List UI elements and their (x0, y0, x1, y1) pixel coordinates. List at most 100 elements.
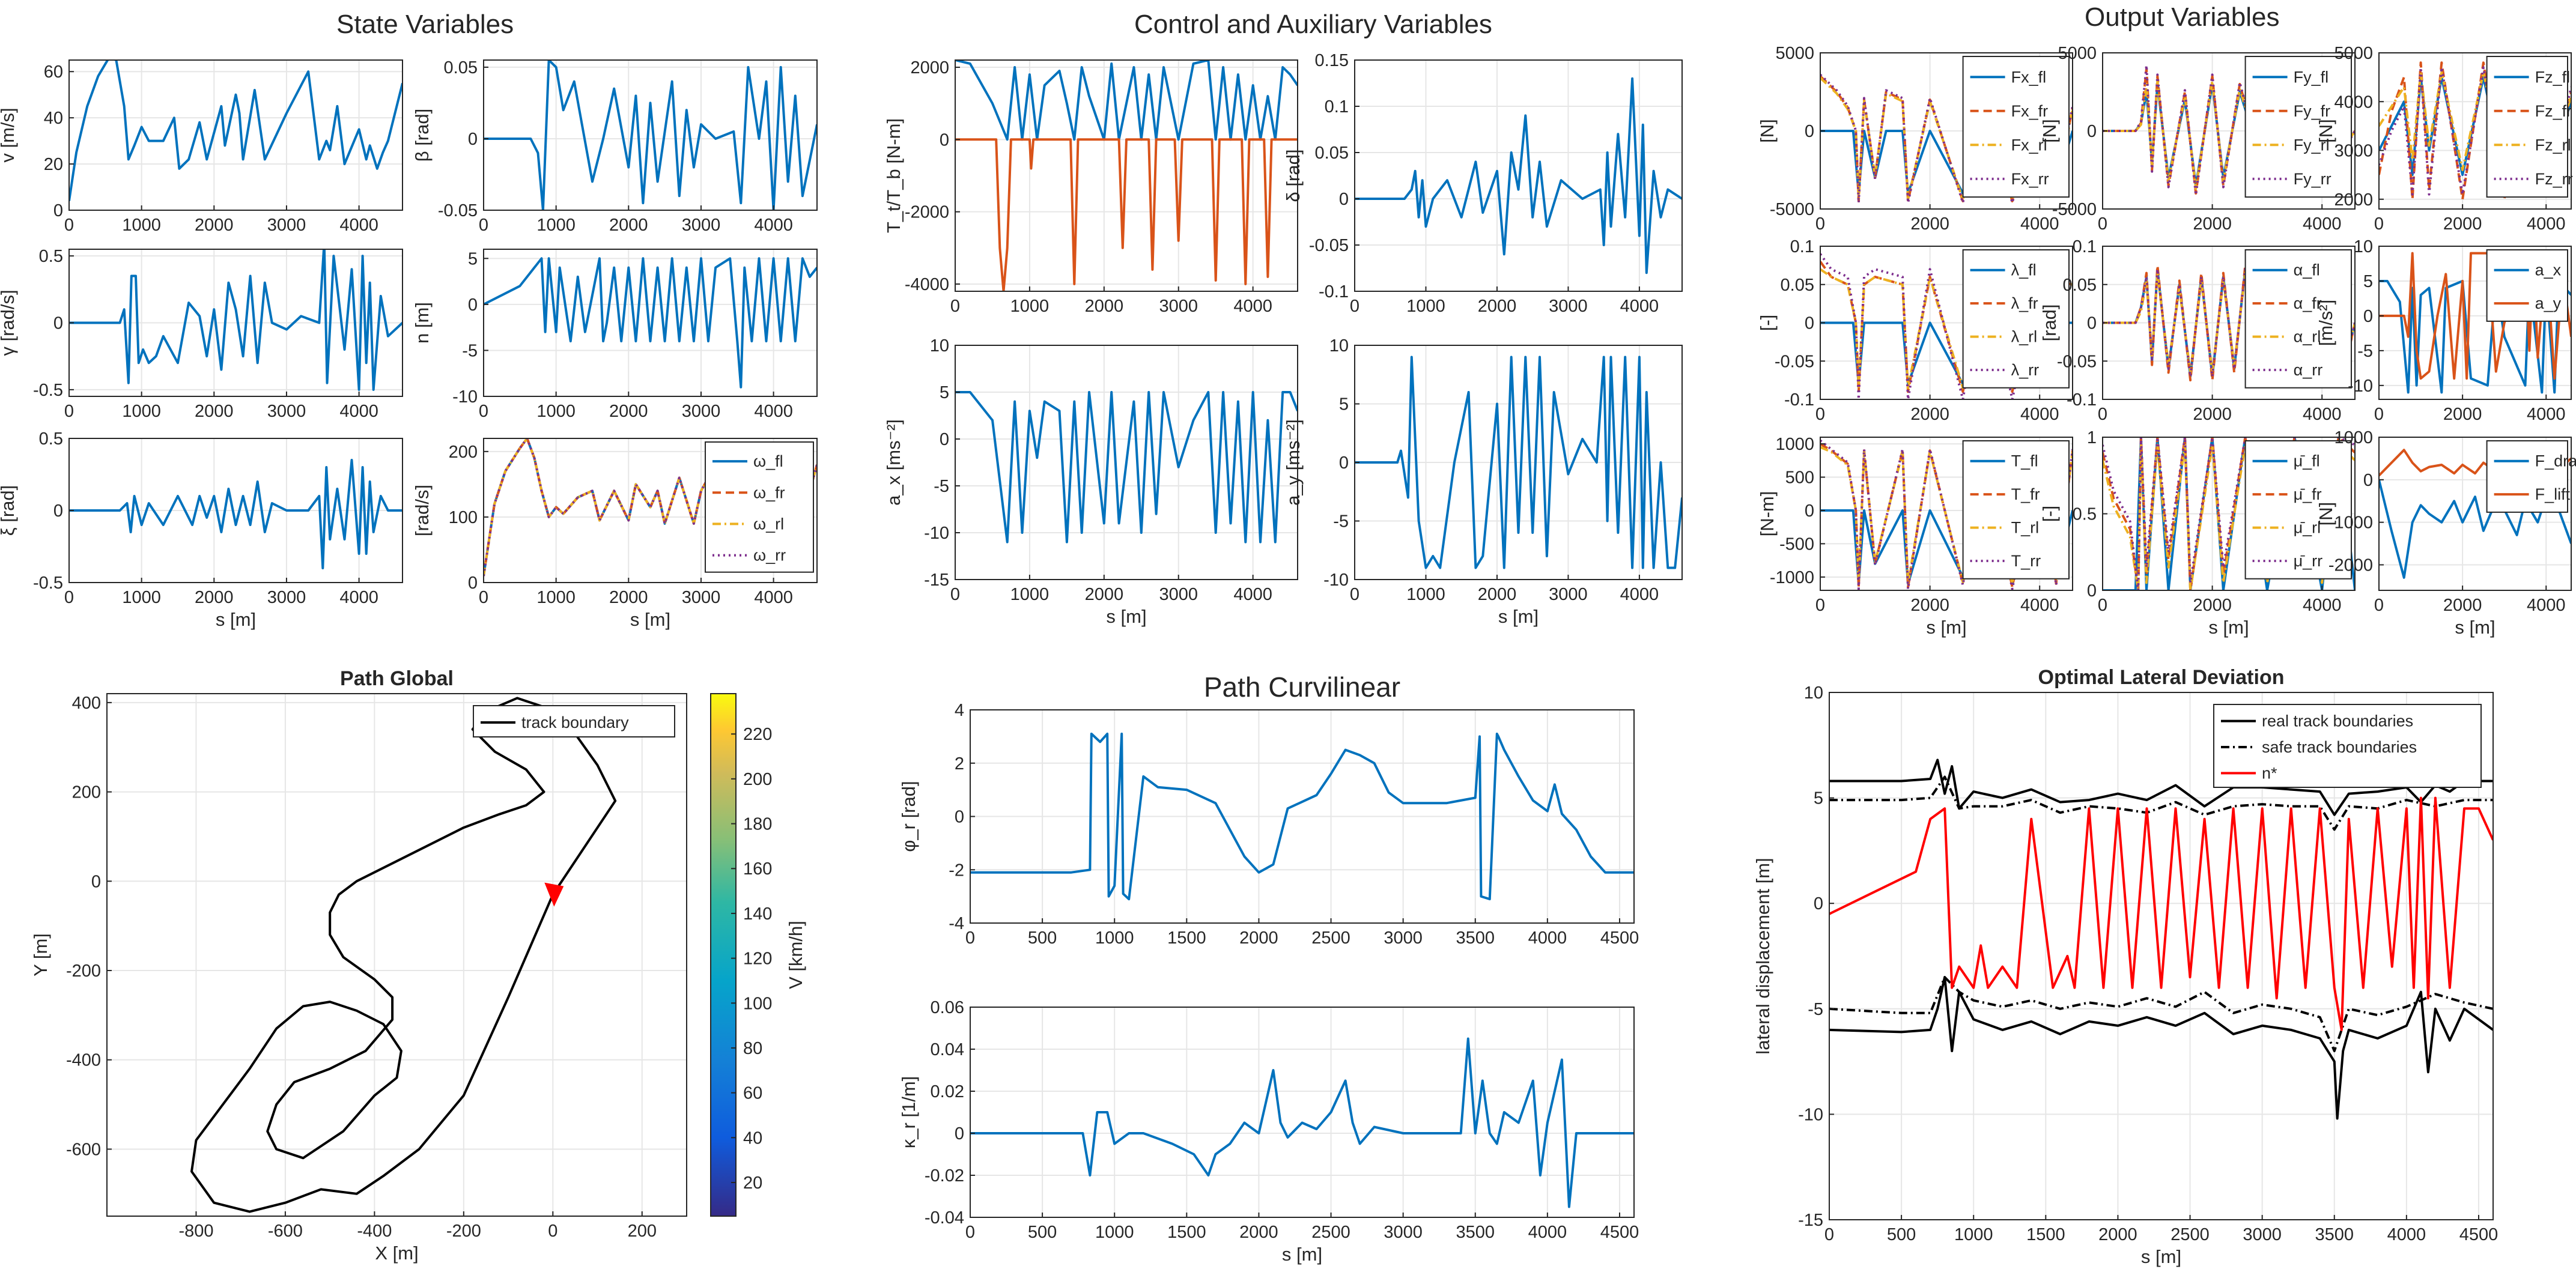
x-tick-label: 2000 (609, 402, 648, 421)
axes-box (2378, 246, 2572, 400)
legend: F_drag F_lift (2486, 440, 2576, 513)
y-tick-label: -1000 (1770, 568, 1814, 587)
legend-label: ω_fl (753, 452, 783, 470)
colorbar-tick-label: 120 (743, 949, 772, 969)
y-axis-label: β [rad] (412, 109, 433, 162)
x-tick-label: 2500 (1311, 928, 1350, 948)
y-tick-label: -600 (66, 1140, 101, 1159)
legend-label: λ_fr (2011, 294, 2038, 312)
x-tick-label: 4000 (339, 216, 378, 235)
x-tick-label: 1000 (1095, 928, 1134, 948)
x-tick-label: 2000 (1239, 928, 1278, 948)
x-tick-label: 0 (950, 297, 960, 316)
chart-Fz: 0 2000 40002000300040005000[N]Fz_flFz_frFz… (2315, 44, 2573, 234)
y-tick-label: -4 (949, 914, 964, 933)
axes-box (483, 438, 818, 583)
x-tick-label: 0 (1824, 1225, 1834, 1244)
x-tick-label: 2000 (1085, 585, 1124, 604)
legend-label: T_fl (2011, 452, 2038, 470)
x-axis-label: X [m] (375, 1243, 418, 1264)
chart-lateral: 0 500 1000 1500 2000 2500 3000 3500 4000 4500 -15 -… (1752, 666, 2498, 1267)
series-real track boundaries (lower) (1829, 976, 2493, 1120)
y-tick-label: 0.05 (1781, 276, 1814, 295)
colorbar-tick-label: 80 (743, 1039, 762, 1058)
x-tick-label: 2000 (1910, 596, 1949, 615)
y-tick-label: 0 (1805, 314, 1814, 333)
y-tick-label: 40 (44, 109, 63, 128)
y-tick-label: 0.05 (2063, 276, 2097, 295)
y-tick-label: -10 (1798, 1105, 1823, 1124)
x-tick-label: 0 (64, 402, 74, 421)
y-tick-label: 0.15 (1315, 51, 1349, 70)
y-tick-label: -15 (1798, 1211, 1823, 1230)
x-tick-label: 3000 (267, 402, 306, 421)
y-tick-label: 0 (53, 201, 63, 220)
x-tick-label: 2000 (1478, 297, 1517, 316)
x-tick-label: 3000 (1159, 585, 1198, 604)
legend-label: n* (2262, 764, 2277, 782)
y-tick-label: 0 (955, 808, 964, 827)
x-tick-label: 4500 (1600, 1223, 1639, 1242)
y-tick-label: 0 (2087, 314, 2097, 333)
x-tick-label: -400 (357, 1222, 392, 1241)
x-tick-label: 1000 (536, 216, 576, 235)
series-track boundary (190, 697, 617, 1213)
x-tick-label: 1500 (1167, 1223, 1206, 1242)
colorbar-tick-label: 100 (743, 994, 772, 1013)
legend: μ̄_fl μ̄_fr μ̄_rl μ̄_rr (2244, 440, 2353, 580)
chart-path_global: -800 -600 -400 -200 0 200 -600 -400 -200 0 200 400 X… (30, 667, 806, 1264)
y-tick-label: 0.05 (444, 58, 478, 77)
x-tick-label: 3500 (2315, 1225, 2354, 1244)
y-tick-label: 0 (2363, 307, 2373, 326)
y-tick-label: 0 (1339, 453, 1349, 473)
legend-label: α_rl (2294, 328, 2321, 346)
y-axis-label: [N] (2315, 119, 2336, 143)
x-tick-label: 3000 (682, 216, 721, 235)
y-tick-label: -0.05 (1309, 236, 1349, 255)
y-tick-label: 10 (930, 336, 949, 356)
x-tick-label: 2000 (609, 588, 648, 607)
y-axis-label: n [m] (412, 302, 433, 344)
y-axis-label: lateral displacement [m] (1752, 858, 1773, 1054)
x-tick-label: 1000 (1010, 297, 1050, 316)
y-tick-label: 0 (940, 130, 949, 150)
y-axis-label: [-] (2039, 506, 2060, 522)
x-tick-label: 4000 (2303, 405, 2342, 424)
axes-box (1829, 692, 2494, 1220)
y-tick-label: 0 (91, 872, 101, 891)
y-tick-label: -2000 (2328, 556, 2373, 575)
chart-ay: 0 1000 2000 3000 4000 -10 -5 0 5 10 s [m] a_y [ms⁻²… (1283, 336, 1683, 627)
x-tick-label: 0 (479, 216, 488, 235)
y-tick-label: -0.1 (1319, 282, 1349, 301)
colorbar-tick-label: 60 (743, 1084, 762, 1103)
legend-label: Fy_rr (2294, 170, 2331, 188)
y-tick-label: 5 (2363, 272, 2373, 291)
x-tick-label: 3000 (267, 588, 306, 607)
x-tick-label: -800 (178, 1222, 213, 1241)
x-tick-label: 0 (1815, 214, 1825, 234)
x-axis-label: s [m] (630, 609, 670, 630)
y-tick-label: 0 (955, 1124, 964, 1143)
axes-box (106, 693, 687, 1217)
x-tick-label: 3500 (1456, 1223, 1495, 1242)
y-axis-label: [rad/s] (412, 485, 433, 536)
x-tick-label: 0 (2098, 405, 2107, 424)
legend-box (2244, 440, 2353, 580)
legend-label: α_fl (2294, 261, 2320, 279)
y-tick-label: 0.04 (931, 1040, 964, 1059)
series-n (484, 257, 817, 389)
y-tick-label: 10 (1804, 683, 1823, 703)
x-tick-label: 2000 (195, 588, 234, 607)
colorbar-label: V [km/h] (785, 921, 806, 989)
x-tick-label: 2000 (1910, 214, 1949, 234)
x-tick-label: -600 (268, 1222, 303, 1241)
legend-label: ω_fr (753, 483, 785, 501)
y-tick-label: 0.06 (931, 998, 964, 1017)
x-tick-label: 2500 (1311, 1223, 1350, 1242)
y-axis-label: T_t/T_b [N-m] (883, 118, 904, 233)
legend: ω_fl ω_fr ω_rl ω_rr (705, 441, 814, 573)
y-tick-label: -0.5 (33, 381, 63, 400)
legend-label: Fz_fl (2535, 68, 2571, 86)
x-tick-label: 4500 (2459, 1225, 2499, 1244)
